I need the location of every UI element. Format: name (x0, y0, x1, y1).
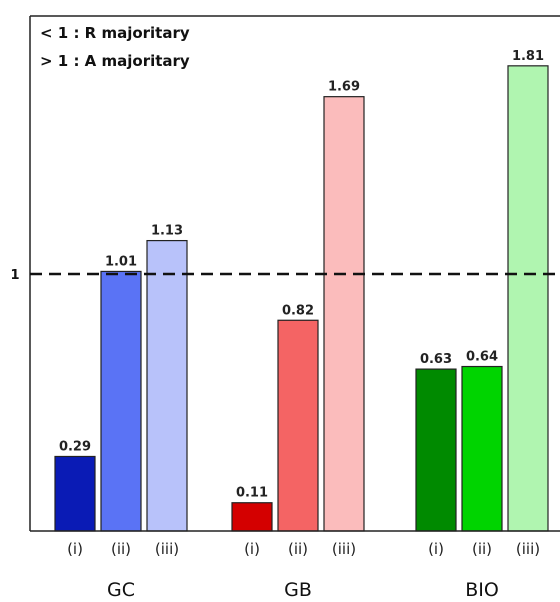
bar-value-label: 0.11 (236, 486, 268, 501)
bar-sub-label: (i) (67, 540, 83, 558)
group-label-gc: GC (107, 579, 135, 601)
bar-sub-label: (iii) (155, 540, 179, 558)
group-label-gb: GB (284, 579, 312, 601)
y-tick-label: 1 (10, 268, 19, 283)
legend-note-a: > 1 : A majoritary (40, 52, 190, 70)
bar-value-label: 1.69 (328, 80, 360, 95)
bar-sub-label: (i) (244, 540, 260, 558)
bar-bio-3 (507, 65, 549, 532)
bar-gb-3 (323, 96, 365, 532)
bar-bio-2 (461, 365, 503, 532)
bar-value-label: 0.63 (420, 352, 452, 367)
bar-sub-label: (iii) (332, 540, 356, 558)
labels-layer: 0.29 (i) 1.01 (ii) 1.13 (iii) GC 0.11 (i) 0.82 (ii… (59, 49, 544, 601)
bar-gb-2 (277, 319, 319, 532)
bar-gc-1 (54, 455, 96, 532)
bar-gc-2 (100, 270, 142, 532)
bar-value-label: 0.29 (59, 439, 91, 454)
legend-note-r: < 1 : R majoritary (40, 24, 190, 42)
bars-layer (54, 65, 549, 532)
bar-bio-1 (415, 368, 457, 532)
bar-sub-label: (ii) (111, 540, 131, 558)
bar-value-label: 0.82 (282, 303, 314, 318)
bar-sub-label: (ii) (472, 540, 492, 558)
bar-value-label: 1.01 (105, 254, 137, 269)
bar-value-label: 0.64 (466, 350, 498, 365)
bar-value-label: 1.81 (512, 49, 544, 64)
bar-sub-label: (i) (428, 540, 444, 558)
bar-sub-label: (iii) (516, 540, 540, 558)
bar-gb-1 (231, 502, 273, 532)
bar-sub-label: (ii) (288, 540, 308, 558)
group-label-bio: BIO (465, 579, 499, 601)
bar-gc-3 (146, 239, 188, 532)
bar-value-label: 1.13 (151, 224, 183, 239)
